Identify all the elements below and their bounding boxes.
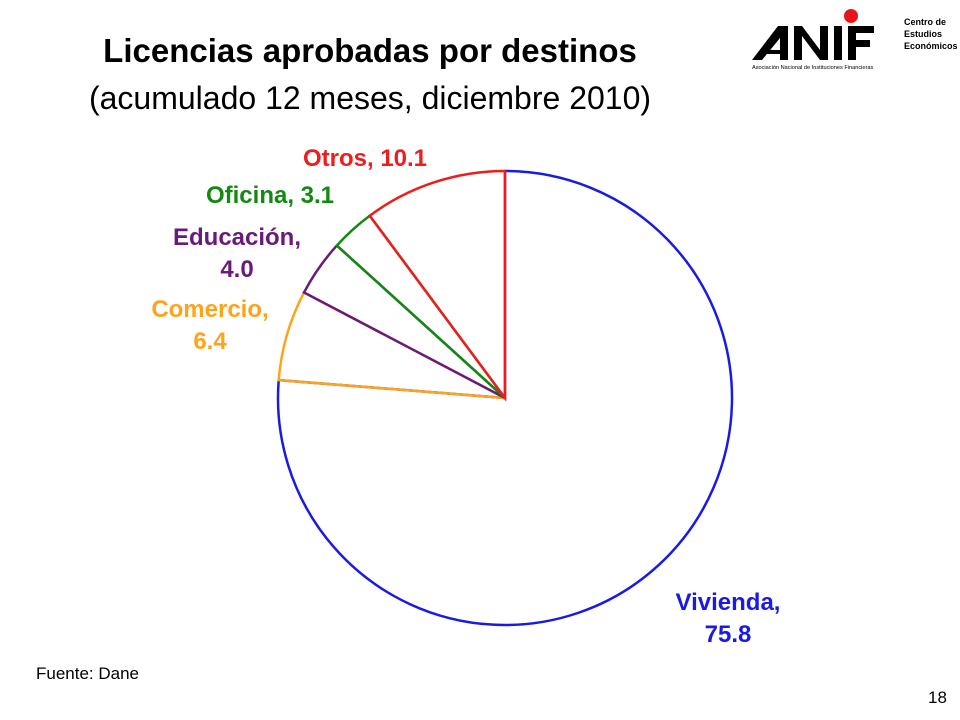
logo-dot <box>844 9 858 23</box>
slice-label-vivienda-value: 75.8 <box>705 621 752 648</box>
slice-label-educacion: Educación, 4.0 <box>173 224 301 283</box>
slice-label-educacion-value: 4.0 <box>220 256 253 283</box>
chart-title: Licencias aprobadas por destinos <box>103 32 637 69</box>
slice-label-oficina: Oficina, 3.1 <box>206 182 334 209</box>
logo-unit-line1: Centro de <box>904 17 946 27</box>
logo-unit-line2: Estudios <box>904 29 942 39</box>
slice-label-otros: Otros, 10.1 <box>303 145 427 172</box>
logo-tagline: Asociación Nacional de Instituciones Fin… <box>752 65 873 71</box>
slice-label-vivienda: Vivienda, 75.8 <box>676 589 781 648</box>
pie-slice-educacion <box>302 243 506 400</box>
pie-slice-vivienda <box>276 169 734 627</box>
anif-wordmark <box>752 26 874 60</box>
slice-label-comercio: Comercio, 6.4 <box>151 296 268 355</box>
anif-logo: Asociación Nacional de Instituciones Fin… <box>752 9 958 71</box>
pie-slice-oficina <box>335 213 507 399</box>
pie-slice-comercio <box>277 290 506 400</box>
chart-subtitle: (acumulado 12 meses, diciembre 2010) <box>88 80 652 116</box>
logo-unit-line3: Económicos <box>904 41 958 51</box>
slice-label-comercio-line1: Comercio, <box>151 296 268 323</box>
slice-label-comercio-value: 6.4 <box>193 328 227 355</box>
page-number: 18 <box>928 688 947 707</box>
slice-label-educacion-line1: Educación, <box>173 224 301 251</box>
pie-slice-otros <box>367 169 507 402</box>
slice-label-vivienda-line1: Vivienda, <box>676 589 781 616</box>
source-note: Fuente: Dane <box>36 664 140 683</box>
slice-label-oficina-line1: Oficina, 3.1 <box>206 182 334 209</box>
slice-label-otros-line1: Otros, 10.1 <box>303 145 427 172</box>
